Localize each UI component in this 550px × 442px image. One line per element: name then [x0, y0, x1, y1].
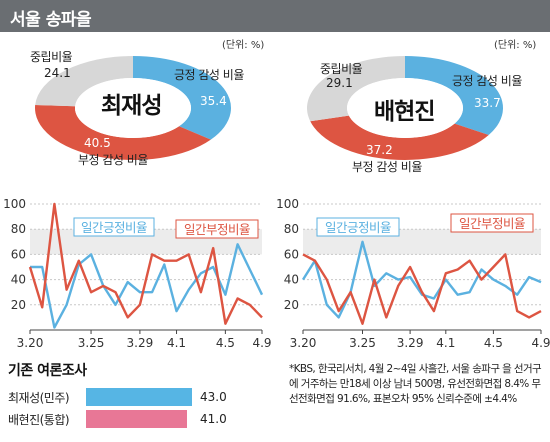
- line-choi-legend-box-0: [73, 217, 155, 237]
- candidate-name-choi: 최재성: [101, 93, 162, 119]
- line-bae-legend-label-1: 일간부정비율: [459, 216, 525, 231]
- line-bae-legend-box-1: [450, 213, 534, 233]
- poll-label-bae: 배현진(통합): [8, 413, 70, 427]
- poll-value-bae: 41.0: [200, 412, 227, 426]
- donut-choi-hole: [75, 78, 191, 138]
- line-bae-x-tick: 3.20: [290, 336, 317, 350]
- candidate-name-bae: 배현진: [374, 99, 435, 125]
- line-choi-x-tick: 4.9: [252, 336, 271, 350]
- line-bae-legend-box-0: [316, 217, 400, 237]
- poll-title: 기존 여론조사: [8, 363, 87, 379]
- line-choi-x-tick: 4.1: [167, 336, 186, 350]
- donut-choi-slice-0: [133, 56, 232, 140]
- line-choi-x-tick: 4.5: [216, 336, 235, 350]
- poll-label-choi: 최재성(민주): [8, 391, 70, 405]
- line-bae-y-tick: 80: [284, 222, 299, 236]
- line-choi-x-tick: 3.20: [17, 336, 44, 350]
- negative-label-left: 부정 감성 비율: [78, 153, 148, 167]
- line-choi-x-tick: 3.25: [78, 336, 105, 350]
- neutral-label-left: 중립비율: [30, 50, 73, 64]
- donut-chart-bae: [307, 56, 504, 160]
- donut-bae-slice-2: [307, 56, 405, 122]
- survey-note: *KBS, 한국리서치, 4월 2~4일 사흘간, 서울 송파구 을 선거구에 …: [289, 363, 542, 405]
- line-choi-series-0: [30, 243, 264, 329]
- neutral-value-right: 29.1: [326, 76, 353, 90]
- line-choi-legend-box-1: [175, 219, 259, 239]
- line-bae-x-tick: 4.5: [484, 336, 503, 350]
- line-choi-y-tick: 60: [11, 247, 26, 261]
- line-choi-series-1: [28, 202, 263, 325]
- line-choi-y-tick: 40: [11, 273, 26, 287]
- donut-bae-slice-1: [310, 115, 489, 160]
- positive-label-right: 긍정 감성 비율: [452, 74, 522, 88]
- line-bae-x-tick: 4.9: [531, 336, 550, 350]
- line-bae-y-tick: 20: [284, 298, 299, 312]
- negative-label-right: 부정 감성 비율: [352, 160, 422, 174]
- line-bae-series-0: [301, 240, 542, 319]
- negative-value-left: 40.5: [84, 136, 111, 150]
- poll-bar-choi: [86, 388, 192, 406]
- line-bae-x-tick: 3.29: [397, 336, 424, 350]
- line-chart-choi: 20 40 60 80 100 3.20 3.25 3.29 4.1 4.5 4.9 일간긍정비율 일간…: [3, 197, 271, 350]
- line-choi-y-tick: 100: [3, 197, 26, 211]
- line-choi-x-tick: 3.29: [127, 336, 154, 350]
- line-bae-legend-label-0: 일간긍정비율: [325, 220, 391, 235]
- line-bae-x-tick: 3.25: [349, 336, 376, 350]
- page-title: 서울 송파을: [10, 10, 92, 30]
- line-bae-y-tick: 60: [284, 247, 299, 261]
- line-choi-legend-label-0: 일간긍정비율: [81, 220, 147, 235]
- line-bae-y-tick: 100: [276, 197, 299, 211]
- positive-value-left: 35.4: [200, 94, 227, 108]
- poll-value-choi: 43.0: [200, 390, 227, 404]
- positive-label-left: 긍정 감성 비율: [174, 68, 244, 82]
- donut-choi-slice-2: [35, 56, 133, 107]
- neutral-value-left: 24.1: [44, 66, 71, 80]
- header-bar: 서울 송파을: [0, 0, 550, 32]
- negative-value-right: 37.2: [366, 143, 393, 157]
- line-bae-x-tick: 4.1: [436, 336, 455, 350]
- unit-label-right: (단위: %): [494, 40, 537, 51]
- line-choi-y-tick: 80: [11, 222, 26, 236]
- neutral-label-right: 중립비율: [320, 62, 363, 76]
- line-chart-bae: 20 40 60 80 100 3.20 3.25 3.29 4.1 4.5 4.9 일간긍정비율 일간…: [276, 197, 550, 350]
- donut-bae-slice-0: [405, 56, 504, 136]
- donut-bae-hole: [347, 78, 463, 138]
- positive-value-right: 33.7: [474, 96, 501, 110]
- unit-label-left: (단위: %): [222, 40, 265, 51]
- line-bae-y-tick: 40: [284, 273, 299, 287]
- poll-bar-bae: [86, 410, 188, 428]
- donut-chart-choi: [35, 56, 232, 160]
- line-choi-y-tick: 20: [11, 298, 26, 312]
- line-choi-legend-label-1: 일간부정비율: [184, 222, 250, 237]
- donut-choi-slice-1: [35, 105, 211, 160]
- line-bae-series-1: [302, 253, 542, 325]
